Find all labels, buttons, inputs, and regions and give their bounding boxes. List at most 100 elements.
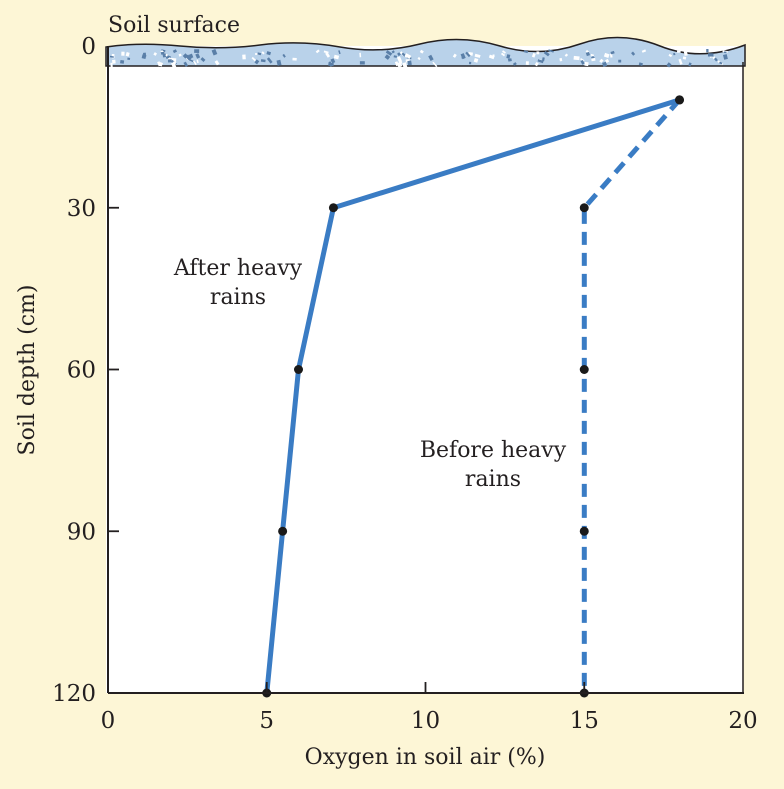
soil-speckle <box>396 56 403 63</box>
soil-speckle <box>266 57 273 64</box>
soil-speckle <box>531 52 536 58</box>
soil-speckle <box>460 53 466 60</box>
soil-speckle <box>257 52 262 56</box>
soil-speckle <box>143 52 147 57</box>
data-point-s1-3 <box>579 526 589 536</box>
soil-speckle <box>500 52 506 57</box>
soil-speckle <box>428 54 434 61</box>
soil-speckle <box>393 55 398 58</box>
soil-speckle <box>178 53 182 57</box>
axes: 0 5 10 15 20 0 30 60 90 120 <box>52 34 758 734</box>
soil-speckle <box>452 53 457 58</box>
after-rains-label-line1: After heavy <box>173 256 303 281</box>
soil-speckle <box>266 51 272 56</box>
soil-speckle <box>584 61 589 67</box>
soil-speckle <box>465 51 471 58</box>
soil-speckle <box>507 58 512 62</box>
soil-speckle <box>707 53 714 57</box>
soil-speckle <box>125 52 130 57</box>
soil-speckle <box>432 61 438 68</box>
soil-speckle <box>534 61 539 67</box>
soil-speckle <box>417 56 421 61</box>
x-tick-label-20: 20 <box>728 708 757 734</box>
soil-speckle <box>127 57 131 61</box>
soil-speckle <box>214 60 220 66</box>
x-tick-label-0: 0 <box>101 708 116 734</box>
soil-speckle <box>110 62 113 68</box>
soil-speckle <box>712 56 716 60</box>
soil-speckle <box>512 62 517 66</box>
plot-area <box>106 46 743 693</box>
soil-speckle <box>384 54 391 60</box>
after-rains-label-line2: rains <box>210 285 266 310</box>
soil-speckle <box>359 61 365 65</box>
soil-speckle <box>211 49 218 56</box>
y-tick-label-120: 120 <box>52 681 96 707</box>
data-point-s1-0 <box>675 95 684 105</box>
soil-speckle <box>722 50 728 53</box>
soil-speckle <box>359 52 362 58</box>
soil-speckle <box>591 57 596 62</box>
soil-speckle <box>158 61 164 67</box>
soil-speckle <box>315 49 320 54</box>
soil-speckle <box>182 53 189 59</box>
soil-speckle <box>672 52 676 56</box>
soil-speckle <box>541 57 545 62</box>
soil-speckle <box>109 55 114 58</box>
soil-speckle <box>666 62 672 68</box>
soil-speckle <box>602 61 608 67</box>
soil-speckle <box>638 62 643 66</box>
soil-speckle <box>548 49 554 53</box>
soil-speckle <box>419 49 424 54</box>
y-tick-label-60: 60 <box>67 358 96 384</box>
soil-speckle <box>398 62 403 67</box>
data-point-s1-1 <box>579 203 589 213</box>
soil-speckle <box>603 52 610 59</box>
soil-speckle <box>196 59 199 64</box>
y-tick-label-0: 0 <box>81 34 96 60</box>
soil-speckle <box>631 51 636 56</box>
soil-speckle <box>473 58 479 63</box>
soil-speckle <box>668 53 673 58</box>
soil-speckle <box>402 62 408 68</box>
soil-speckle <box>121 51 125 56</box>
soil-speckle <box>605 58 610 64</box>
soil-speckle <box>506 54 511 59</box>
soil-speckle <box>165 55 170 60</box>
soil-speckle <box>618 59 622 63</box>
soil-speckle <box>112 59 116 64</box>
soil-speckle <box>525 61 529 65</box>
soil-speckle <box>719 61 723 65</box>
soil-speckle <box>162 53 167 58</box>
soil-speckle <box>188 53 194 59</box>
soil-speckle <box>325 52 331 58</box>
soil-speckle <box>194 49 200 53</box>
data-point-s0-2 <box>294 365 303 374</box>
y-axis-title: Soil depth (cm) <box>15 285 40 456</box>
soil-speckle <box>282 53 286 58</box>
soil-speckle <box>292 57 297 61</box>
data-point-s0-1 <box>328 203 338 213</box>
soil-speckle <box>200 57 206 62</box>
soil-speckle <box>688 62 692 67</box>
soil-speckle <box>260 59 266 63</box>
soil-speckle <box>564 53 569 57</box>
soil-speckle <box>502 50 506 54</box>
x-tick-label-5: 5 <box>259 708 274 734</box>
soil-speckle <box>682 56 687 60</box>
x-tick-label-15: 15 <box>570 708 599 734</box>
soil-speckle <box>251 56 257 62</box>
soil-speckle <box>172 49 178 54</box>
soil-speckle <box>706 48 709 53</box>
soil-speckle <box>492 54 495 57</box>
soil-speckle <box>590 53 595 57</box>
soil-speckle <box>537 59 544 64</box>
soil-speckle <box>254 59 260 65</box>
soil-speckle <box>599 58 604 64</box>
soil-speckle <box>610 50 615 55</box>
soil-speckle <box>468 61 472 65</box>
soil-speckle <box>171 61 177 69</box>
soil-speckle <box>183 61 189 67</box>
soil-speckle <box>323 50 329 54</box>
